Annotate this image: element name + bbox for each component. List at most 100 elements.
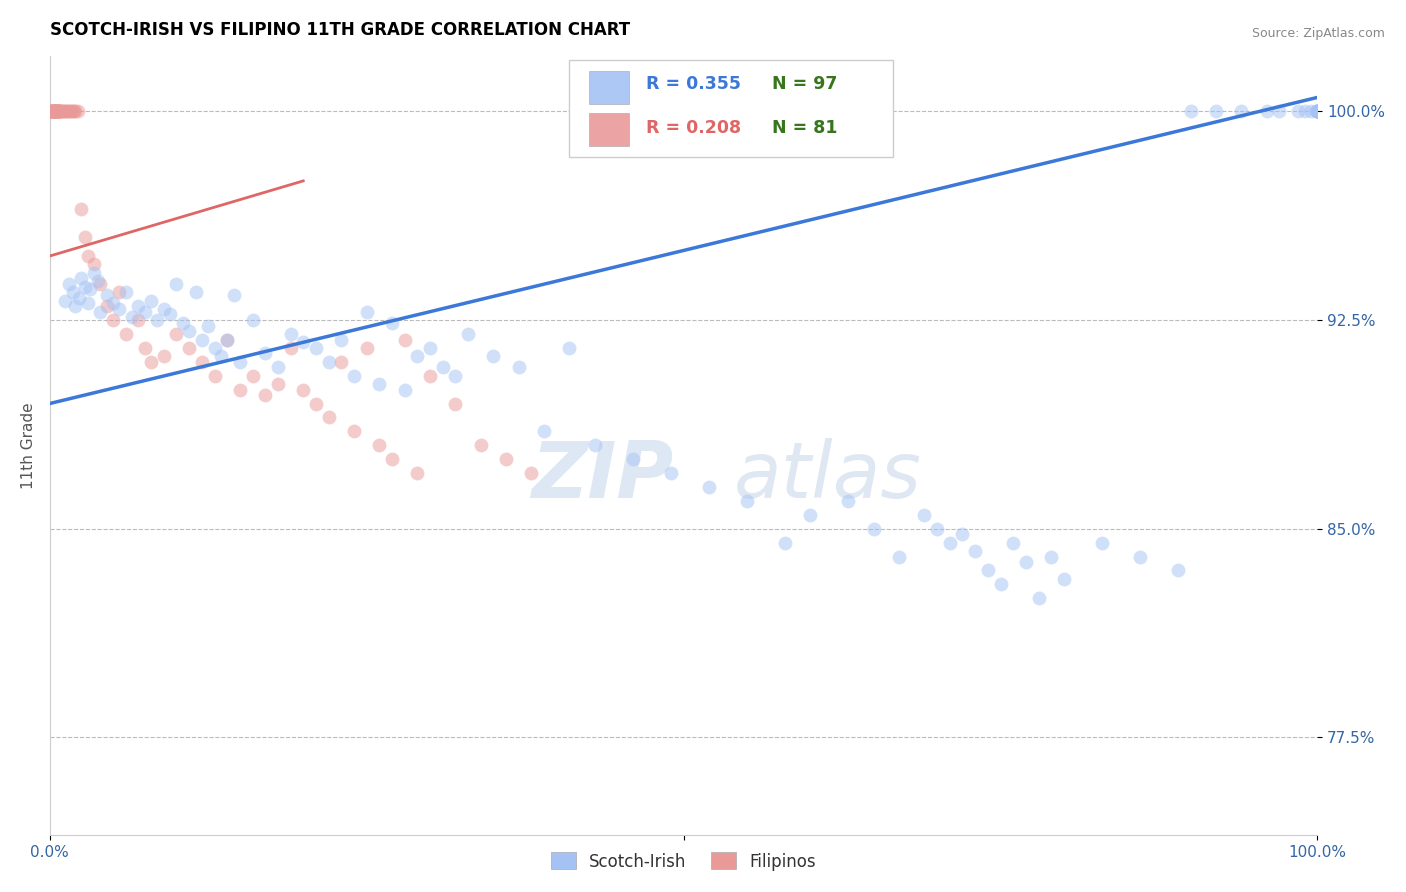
Point	[1306, 104, 1329, 119]
Point	[44, 104, 66, 119]
Point	[197, 318, 219, 333]
Point	[862, 522, 884, 536]
Point	[1268, 104, 1291, 119]
Point	[381, 452, 404, 467]
Point	[217, 333, 239, 347]
Point	[444, 368, 467, 383]
Point	[419, 341, 441, 355]
Point	[179, 324, 201, 338]
Point	[134, 304, 156, 318]
Point	[114, 326, 136, 341]
Point	[62, 285, 84, 300]
Point	[267, 360, 290, 375]
Point	[49, 104, 72, 119]
Bar	[589, 71, 628, 103]
Point	[75, 279, 97, 293]
Point	[39, 104, 62, 119]
Point	[773, 535, 796, 549]
Point	[146, 313, 169, 327]
Point	[887, 549, 910, 564]
Point	[482, 349, 505, 363]
Point	[280, 326, 302, 341]
Point	[356, 304, 378, 318]
Point	[1015, 555, 1038, 569]
Point	[41, 104, 63, 119]
Legend: Scotch-Irish, Filipinos: Scotch-Irish, Filipinos	[544, 846, 823, 877]
Point	[55, 104, 77, 119]
Point	[41, 104, 63, 119]
Point	[1294, 104, 1316, 119]
Point	[229, 383, 252, 397]
Point	[46, 104, 69, 119]
Point	[394, 383, 416, 397]
Text: R = 0.208: R = 0.208	[645, 119, 741, 137]
Point	[70, 202, 93, 216]
Point	[242, 368, 264, 383]
Point	[63, 104, 86, 119]
Point	[89, 277, 111, 291]
Point	[139, 355, 162, 369]
Point	[49, 104, 72, 119]
Y-axis label: 11th Grade: 11th Grade	[21, 402, 35, 489]
Point	[1040, 549, 1063, 564]
Point	[952, 527, 974, 541]
Text: Source: ZipAtlas.com: Source: ZipAtlas.com	[1251, 27, 1385, 40]
Point	[1256, 104, 1278, 119]
Point	[659, 466, 682, 480]
Point	[96, 288, 118, 302]
Point	[48, 104, 70, 119]
Point	[83, 257, 105, 271]
Point	[1301, 104, 1323, 119]
Point	[114, 285, 136, 300]
Point	[70, 271, 93, 285]
Text: ZIP: ZIP	[531, 439, 673, 515]
Point	[1286, 104, 1309, 119]
Point	[292, 335, 315, 350]
Point	[368, 377, 391, 392]
Point	[318, 355, 340, 369]
Point	[1129, 549, 1152, 564]
Text: N = 81: N = 81	[772, 119, 838, 137]
Point	[45, 104, 67, 119]
Point	[75, 229, 97, 244]
Point	[419, 368, 441, 383]
Point	[42, 104, 65, 119]
Point	[48, 104, 70, 119]
Text: SCOTCH-IRISH VS FILIPINO 11TH GRADE CORRELATION CHART: SCOTCH-IRISH VS FILIPINO 11TH GRADE CORR…	[49, 21, 630, 39]
Point	[495, 452, 517, 467]
Point	[254, 388, 277, 402]
Point	[1306, 104, 1329, 119]
Point	[204, 341, 226, 355]
Point	[990, 577, 1012, 591]
Point	[45, 104, 67, 119]
Point	[52, 104, 75, 119]
Point	[406, 466, 429, 480]
Point	[229, 355, 252, 369]
FancyBboxPatch shape	[569, 60, 893, 157]
Point	[280, 341, 302, 355]
Point	[76, 249, 98, 263]
Point	[56, 104, 79, 119]
Point	[41, 104, 63, 119]
Point	[217, 333, 239, 347]
Point	[51, 104, 73, 119]
Point	[59, 104, 82, 119]
Point	[457, 326, 479, 341]
Point	[1002, 535, 1025, 549]
Point	[46, 104, 69, 119]
Point	[44, 104, 66, 119]
Point	[508, 360, 530, 375]
Point	[53, 293, 76, 308]
Bar	[589, 113, 628, 146]
Point	[66, 104, 89, 119]
Point	[330, 333, 353, 347]
Point	[79, 282, 101, 296]
Point	[76, 296, 98, 310]
Point	[343, 425, 366, 439]
Point	[520, 466, 543, 480]
Point	[127, 313, 149, 327]
Point	[53, 104, 76, 119]
Point	[166, 326, 188, 341]
Point	[166, 277, 188, 291]
Point	[45, 104, 67, 119]
